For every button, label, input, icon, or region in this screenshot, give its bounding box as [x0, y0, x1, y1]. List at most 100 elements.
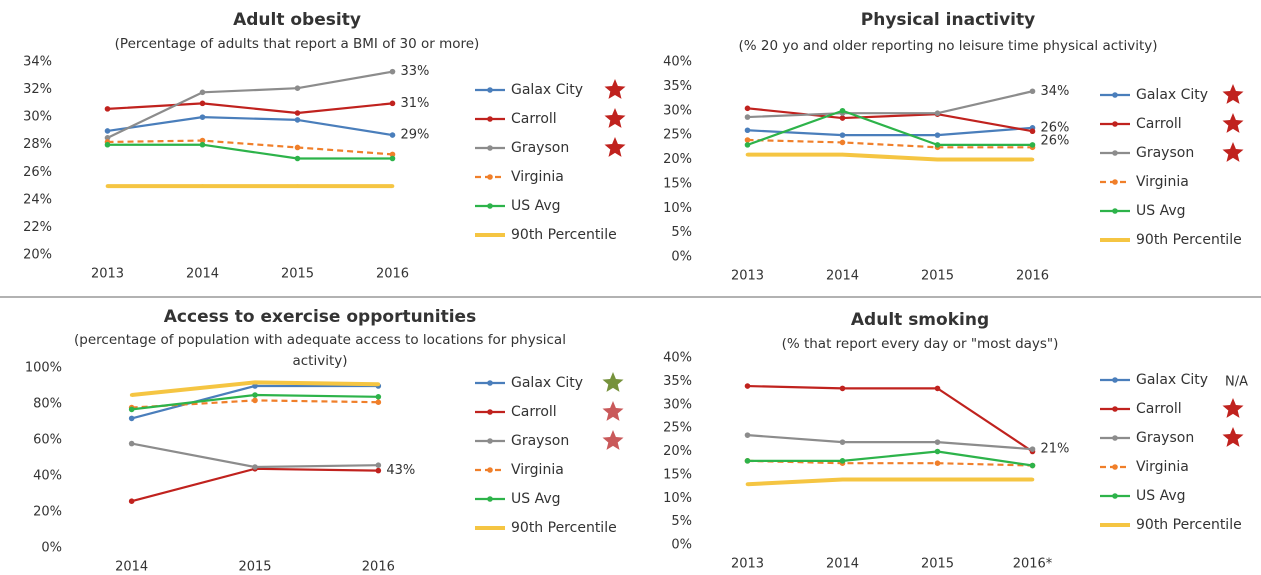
- y-tick-label: 26%: [23, 165, 52, 180]
- y-tick-label: 20%: [23, 248, 52, 263]
- x-tick-label: 2015: [921, 269, 954, 284]
- point: [934, 110, 941, 116]
- point: [744, 142, 751, 148]
- value-label: 21%: [1041, 442, 1070, 457]
- legend-marker: [1112, 406, 1118, 412]
- point: [744, 114, 751, 120]
- legend-marker: [1112, 493, 1118, 499]
- point: [389, 68, 396, 75]
- y-tick-label: 100%: [25, 361, 62, 376]
- legend-marker: [488, 233, 492, 237]
- point: [252, 383, 258, 389]
- value-label: 33%: [401, 64, 430, 79]
- legend-label: 90th Percentile: [1136, 232, 1242, 248]
- point: [1029, 446, 1036, 452]
- series-line: [747, 459, 1033, 467]
- point: [934, 460, 941, 466]
- legend-marker: [1112, 208, 1118, 214]
- star: [1222, 142, 1244, 162]
- point: [294, 110, 301, 116]
- value-label: 26%: [1041, 120, 1070, 135]
- series-line: [747, 138, 1033, 149]
- point: [839, 139, 846, 146]
- legend-marker: [487, 467, 493, 473]
- legend-marker: [487, 496, 493, 502]
- point: [1029, 128, 1036, 135]
- point: [935, 157, 940, 162]
- legend-label: US Avg: [1136, 203, 1186, 219]
- star: [604, 108, 626, 128]
- chart-subtitle: (% that report every day or "most days"): [782, 336, 1059, 352]
- series-line: [747, 90, 1033, 119]
- x-tick-label: 2016: [376, 267, 409, 282]
- y-tick-label: 24%: [23, 192, 52, 207]
- x-tick-label: 2015: [921, 557, 954, 572]
- legend-marker: [487, 145, 493, 151]
- legend-label: Carroll: [511, 404, 557, 420]
- point: [839, 107, 846, 114]
- point: [294, 144, 301, 151]
- point: [199, 100, 206, 107]
- point: [934, 385, 941, 392]
- series-line: [107, 139, 393, 156]
- series-line: [747, 152, 1033, 162]
- point: [934, 142, 941, 148]
- series-line: [747, 434, 1033, 451]
- legend-label: 90th Percentile: [511, 227, 617, 243]
- point: [744, 432, 751, 438]
- x-tick-label: 2013: [91, 267, 124, 282]
- y-tick-label: 22%: [23, 220, 52, 235]
- x-tick-label: 2016*: [1013, 557, 1053, 572]
- series-line: [107, 102, 393, 115]
- value-label: 26%: [1041, 133, 1070, 148]
- y-tick-label: 35%: [663, 374, 692, 389]
- chart-title: Access to exercise opportunities: [164, 307, 476, 327]
- point: [744, 105, 751, 112]
- chart-subtitle: (percentage of population with adequate …: [74, 332, 566, 369]
- point: [934, 448, 941, 455]
- legend-note: N/A: [1225, 375, 1248, 390]
- legend-marker: [487, 87, 493, 93]
- y-tick-label: 0%: [41, 541, 62, 556]
- point: [376, 382, 381, 387]
- point: [934, 132, 941, 138]
- legend-marker: [1112, 179, 1118, 185]
- point: [744, 137, 751, 143]
- y-tick-label: 15%: [663, 467, 692, 482]
- point: [839, 115, 846, 121]
- y-tick-label: 5%: [671, 514, 692, 529]
- x-tick-label: 2016: [362, 560, 395, 575]
- point: [128, 406, 135, 413]
- legend-marker: [487, 174, 493, 180]
- legend-label: Virginia: [511, 462, 564, 478]
- point: [375, 399, 382, 406]
- point: [745, 482, 750, 487]
- x-tick-label: 2013: [731, 557, 764, 572]
- point: [199, 114, 206, 120]
- point: [294, 155, 301, 162]
- x-tick-label: 2013: [731, 269, 764, 284]
- point: [745, 152, 750, 157]
- star: [602, 401, 624, 421]
- chart-title: Adult smoking: [851, 310, 989, 330]
- y-tick-label: 40%: [33, 469, 62, 484]
- star: [604, 79, 626, 99]
- legend-label: Grayson: [1136, 430, 1194, 446]
- series-line: [107, 70, 393, 139]
- legend-marker: [1112, 435, 1118, 441]
- legend-label: US Avg: [1136, 488, 1186, 504]
- point: [105, 184, 110, 188]
- legend-label: Galax City: [511, 375, 583, 391]
- x-tick-label: 2014: [186, 267, 219, 282]
- point: [128, 440, 135, 447]
- point: [744, 383, 751, 389]
- legend-marker: [1112, 150, 1118, 156]
- point: [199, 141, 206, 148]
- star: [1222, 84, 1244, 104]
- value-label: 29%: [401, 128, 430, 143]
- y-tick-label: 40%: [663, 351, 692, 366]
- legend-label: Grayson: [511, 140, 569, 156]
- legend-label: Galax City: [1136, 87, 1208, 103]
- y-tick-label: 15%: [663, 176, 692, 191]
